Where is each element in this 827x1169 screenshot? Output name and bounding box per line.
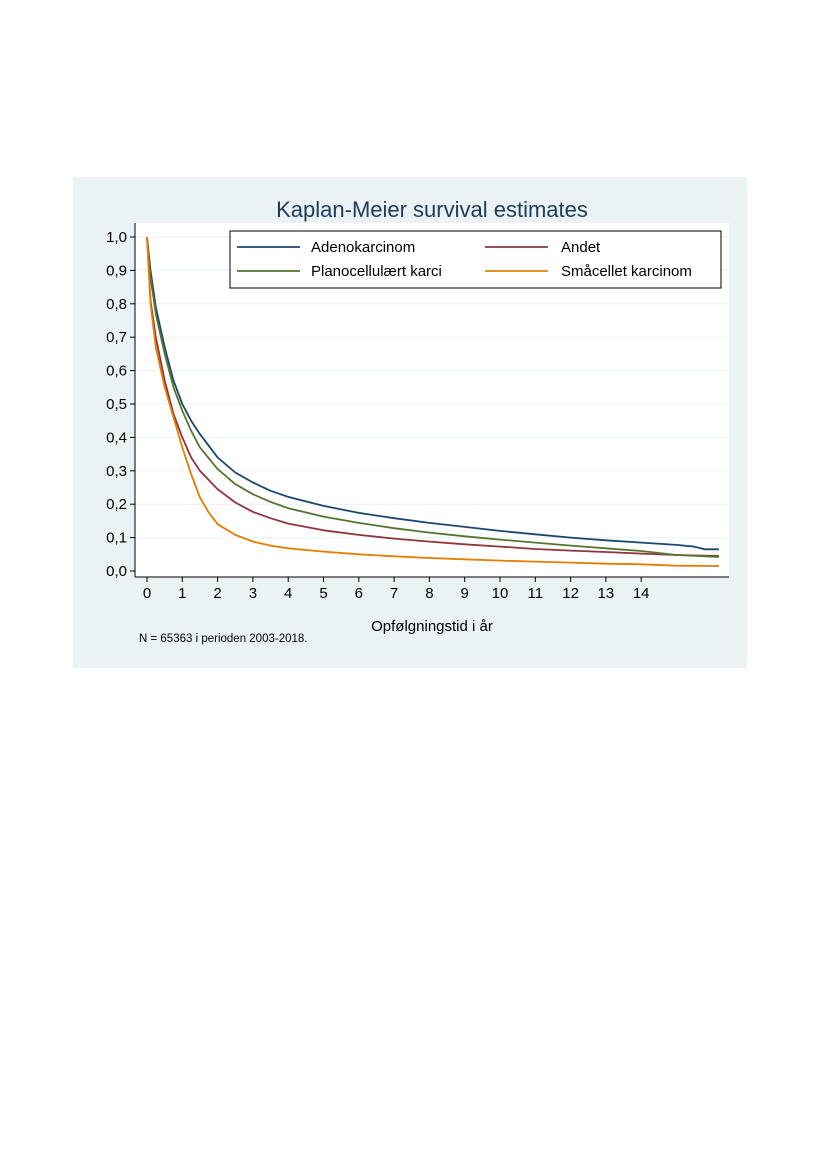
x-tick-label: 3 xyxy=(249,585,257,602)
series-line-3 xyxy=(146,236,719,558)
legend-label: Småcellet karcinom xyxy=(561,263,692,280)
series-line-2 xyxy=(146,236,719,557)
chart-figure: Kaplan-Meier survival estimates 0,0 0,1 0,… xyxy=(73,177,747,668)
x-tick-label: 13 xyxy=(598,585,615,602)
x-tick-label: 4 xyxy=(284,585,292,602)
series-lines xyxy=(146,236,719,567)
x-tick-label: 11 xyxy=(528,585,544,602)
y-tick-label: 0,5 xyxy=(106,396,127,413)
x-tick-label: 6 xyxy=(355,585,363,602)
y-axis: 0,0 0,1 0,2 0,3 0,4 0,5 0,6 0,7 0,8 0,9 1,0 xyxy=(106,223,136,580)
x-tick-label: 12 xyxy=(562,585,579,602)
x-tick-label: 0 xyxy=(143,585,151,602)
y-tick-label: 0,9 xyxy=(106,262,127,279)
y-tick-label: 0,4 xyxy=(106,429,127,446)
legend: Adenokarcinom Andet Planocellulært karci Sm… xyxy=(229,230,722,289)
chart-title: Kaplan-Meier survival estimates xyxy=(276,197,588,222)
x-tick-label: 2 xyxy=(213,585,221,602)
y-tick-label: 0,7 xyxy=(106,329,127,346)
y-tick-label: 1,0 xyxy=(106,229,127,246)
legend-label: Planocellulært karci xyxy=(311,263,442,280)
y-tick-label: 0,0 xyxy=(106,563,127,580)
series-line-1 xyxy=(146,236,719,551)
legend-label: Andet xyxy=(561,239,601,256)
x-tick-label: 9 xyxy=(461,585,469,602)
x-tick-label: 5 xyxy=(319,585,327,602)
x-tick-label: 7 xyxy=(390,585,398,602)
legend-box xyxy=(229,230,722,289)
x-axis-label: Opfølgningstid i år xyxy=(371,618,493,635)
y-tick-label: 0,2 xyxy=(106,496,127,513)
legend-label: Adenokarcinom xyxy=(311,239,415,256)
x-tick-label: 14 xyxy=(633,585,650,602)
x-tick-label: 10 xyxy=(492,585,509,602)
x-tick-label: 8 xyxy=(425,585,433,602)
footnote: N = 65363 i perioden 2003-2018. xyxy=(139,633,308,645)
series-line-4 xyxy=(146,236,719,567)
y-tick-label: 0,8 xyxy=(106,296,127,313)
y-tick-label: 0,6 xyxy=(106,363,127,380)
y-tick-label: 0,3 xyxy=(106,463,127,480)
y-tick-label: 0,1 xyxy=(106,530,127,547)
x-axis: 0 1 2 3 4 5 6 7 8 9 10 11 12 13 14 xyxy=(135,576,729,602)
x-tick-label: 1 xyxy=(178,585,186,602)
survival-chart: Kaplan-Meier survival estimates 0,00,10,… xyxy=(106,197,729,635)
